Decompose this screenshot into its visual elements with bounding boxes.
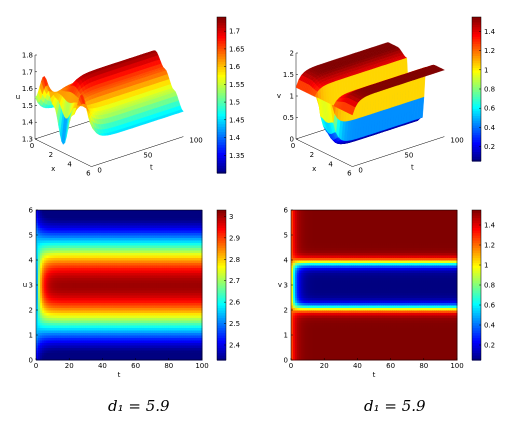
- u-surface-t-axis-label: t: [150, 164, 153, 172]
- v-surface-x-tick-label: 6: [347, 170, 352, 178]
- u-surface-z-tick-label: 1.4: [22, 119, 34, 127]
- u-surface-z-axis-label: u: [16, 93, 20, 101]
- u-surface-t-tick-label: 50: [143, 152, 152, 160]
- u-surface-x-tick-label: 4: [67, 160, 72, 168]
- u-surface-t-tick-label: 100: [189, 137, 202, 145]
- v-surface-t-tick-label: 100: [450, 137, 463, 145]
- v-surface-z-axis-label: v: [277, 92, 281, 100]
- u-surface-colorbar-segment: [217, 17, 226, 21]
- v-surface-t-tick-label: 50: [404, 152, 413, 160]
- u-surface-z-tick-label: 1.8: [22, 52, 33, 60]
- v-surface-colorbar-label: 1.4: [484, 28, 496, 36]
- u-surface-colorbar-label: 1.7: [229, 28, 240, 36]
- v-surface-z-tick-label: 2: [290, 50, 294, 58]
- u-surface-colorbar-label: 1.65: [229, 45, 245, 53]
- u-surface-x-tick-label: 0: [30, 142, 34, 150]
- u-surface-x-axis-label: x: [51, 165, 55, 173]
- v-surface-colorbar-label: 1: [484, 66, 488, 74]
- u-surface-colorbar-label: 1.55: [229, 81, 245, 89]
- u-surface-colorbar: 1.35 1.4 1.45 1.5 1.55 1.6 1.65 1.7: [216, 16, 245, 174]
- u-surface-z-tick-label: 1.6: [22, 85, 34, 93]
- u-surface-colorbar-label: 1.4: [229, 134, 241, 142]
- u-surface-t-tick-label: 0: [97, 167, 101, 175]
- u-heatmap-cells: [36, 210, 203, 361]
- v-surface-colorbar-label: 0.6: [484, 105, 496, 113]
- v-surface-surface: [295, 42, 445, 145]
- v-surface-x-tick-label: 0: [291, 142, 295, 150]
- u-surface-axis-line: [34, 138, 92, 167]
- v-surface-axis-line: [352, 136, 445, 167]
- v-surface-z-tick-label: 1: [290, 93, 294, 101]
- v-surface-t-tick-label: 0: [358, 167, 362, 175]
- u-surface-colorbar-label: 1.6: [229, 63, 241, 71]
- v-surface-z-tick-label: 0.5: [283, 114, 294, 122]
- u-surface-colorbar-label: 1.35: [229, 152, 245, 160]
- u-surface-z-tick-label: 1.5: [22, 102, 33, 110]
- v-surface-t-axis-label: t: [411, 164, 414, 172]
- u-surface-x-tick-label: 6: [86, 170, 91, 178]
- u-surface-colorbar-label: 1.45: [229, 116, 245, 124]
- v-surface-colorbar-label: 0.2: [484, 143, 495, 151]
- u-surface-x-tick-label: 2: [49, 151, 53, 159]
- v-surface-z-tick-label: 1.5: [283, 71, 294, 79]
- v-surface-colorbar-label: 0.8: [484, 86, 495, 94]
- v-surface-colorbar-segment: [472, 17, 481, 20]
- v-surface-x-axis-label: x: [312, 165, 316, 173]
- u-surface-axis-line: [91, 136, 184, 167]
- v-surface-colorbar-label: 0.4: [484, 124, 496, 132]
- u-surface-colorbar-label: 1.5: [229, 99, 240, 107]
- v-surface-colorbar: 0.2 0.4 0.6 0.8 1 1.2 1.4: [471, 16, 496, 162]
- u-surface-surface: [34, 50, 184, 146]
- v-surface-x-tick-label: 4: [328, 160, 333, 168]
- u-surface-z-tick-label: 1.3: [22, 136, 33, 144]
- u-surface-z-tick-label: 1.7: [22, 68, 33, 76]
- v-surface-x-tick-label: 2: [310, 151, 314, 159]
- v-surface-colorbar-label: 1.2: [484, 47, 495, 55]
